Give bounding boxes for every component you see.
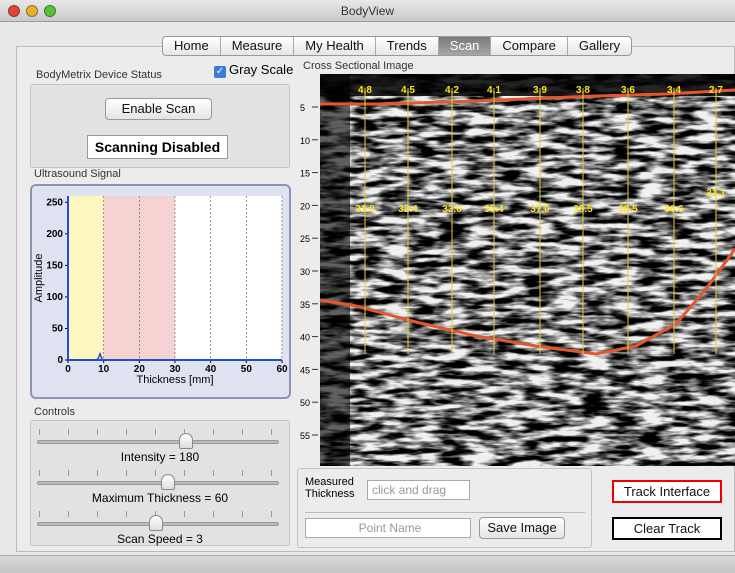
slider-thumb[interactable] bbox=[149, 515, 163, 531]
depth-label: 32.4 bbox=[398, 204, 418, 215]
top-thickness-label: 4.1 bbox=[487, 85, 501, 96]
slider-ticks bbox=[39, 470, 279, 476]
depth-tick-label: 15 bbox=[300, 169, 310, 179]
track-interface-button[interactable]: Track Interface bbox=[612, 480, 722, 503]
top-thickness-label: 4.2 bbox=[445, 85, 459, 96]
ultrasound-shadow bbox=[320, 74, 350, 466]
depth-label: 31.0 bbox=[355, 204, 375, 215]
y-axis-label: Amplitude bbox=[33, 254, 45, 303]
tab[interactable]: Compare bbox=[491, 37, 567, 55]
cross-section: 5 10 15 20 25 30 35 40 45 50 55 4.8 4.5 4.2 4.1 3.9 3.8 3… bbox=[296, 74, 735, 466]
x-axis-label: Thickness [mm] bbox=[136, 374, 213, 386]
gray-scale-checkbox[interactable]: ✓Gray Scale bbox=[214, 62, 293, 78]
tab[interactable]: Scan bbox=[439, 37, 492, 55]
depth-tick-label: 50 bbox=[300, 398, 310, 408]
gray-scale-label: Gray Scale bbox=[229, 62, 293, 77]
tab[interactable]: Gallery bbox=[568, 37, 631, 55]
thickness-input[interactable]: click and drag bbox=[367, 480, 470, 500]
slider-label: Maximum Thickness = 60 bbox=[31, 491, 289, 505]
slider-thumb[interactable] bbox=[179, 433, 193, 449]
slider-label: Scan Speed = 3 bbox=[31, 532, 289, 546]
checkmark: ✓ bbox=[214, 66, 226, 78]
enable-scan-button[interactable]: Enable Scan bbox=[105, 98, 212, 120]
y-tick-label: 250 bbox=[46, 197, 63, 208]
depth-label: 35.4 bbox=[484, 204, 504, 215]
x-tick-label: 10 bbox=[98, 364, 110, 375]
top-thickness-label: 4.5 bbox=[401, 85, 415, 96]
controls-panel: Intensity = 180 Maximum Thickness = 60 Sca… bbox=[30, 420, 290, 546]
top-thickness-label: 4.8 bbox=[358, 85, 372, 96]
tab[interactable]: Trends bbox=[376, 37, 439, 55]
save-image-button[interactable]: Save Image bbox=[479, 517, 565, 539]
title-bar: BodyView bbox=[0, 0, 735, 22]
y-tick-label: 50 bbox=[52, 323, 64, 334]
x-tick-label: 50 bbox=[241, 364, 253, 375]
signal-label: Ultrasound Signal bbox=[34, 168, 121, 180]
ultrasound-speckle bbox=[320, 74, 735, 466]
window-title: BodyView bbox=[341, 4, 394, 18]
depth-tick-label: 20 bbox=[300, 201, 310, 211]
depth-tick-label: 25 bbox=[300, 234, 310, 244]
slider-track bbox=[37, 440, 279, 444]
point-name-input[interactable]: Point Name bbox=[305, 518, 471, 538]
region bbox=[68, 196, 104, 360]
slider-track bbox=[37, 481, 279, 485]
minimize-button[interactable] bbox=[26, 5, 38, 17]
tab[interactable]: Measure bbox=[221, 37, 295, 55]
depth-label: 36.6 bbox=[664, 204, 684, 215]
top-thickness-label: 3.8 bbox=[576, 85, 590, 96]
measured-thickness-label: Measured Thickness bbox=[305, 476, 363, 500]
separator bbox=[305, 512, 585, 513]
depth-tick-label: 45 bbox=[300, 365, 310, 375]
y-tick-label: 100 bbox=[46, 292, 63, 303]
depth-tick-label: 5 bbox=[300, 103, 305, 113]
y-tick-label: 200 bbox=[46, 229, 63, 240]
app-window: BodyView HomeMeasureMy HealthTrendsScanC… bbox=[0, 0, 735, 573]
top-thickness-label: 3.6 bbox=[621, 85, 635, 96]
cross-section-label: Cross Sectional Image bbox=[303, 60, 414, 72]
y-tick-label: 0 bbox=[57, 355, 63, 366]
slider-thumb[interactable] bbox=[161, 474, 175, 490]
depth-label: 33.6 bbox=[442, 204, 462, 215]
x-tick-label: 60 bbox=[276, 364, 288, 375]
device-status-label: BodyMetrix Device Status bbox=[36, 69, 162, 81]
x-tick-label: 0 bbox=[65, 364, 71, 375]
depth-tick-label: 30 bbox=[300, 267, 310, 277]
depth-label: 38.5 bbox=[573, 204, 593, 215]
depth-tick-label: 40 bbox=[300, 333, 310, 343]
top-thickness-label: 2.7 bbox=[709, 85, 723, 96]
depth-label: 38.5 bbox=[618, 204, 638, 215]
depth-tick-label: 10 bbox=[300, 136, 310, 146]
scan-status: Scanning Disabled bbox=[87, 135, 228, 159]
slider-label: Intensity = 180 bbox=[31, 450, 289, 464]
close-button[interactable] bbox=[8, 5, 20, 17]
y-tick-label: 150 bbox=[46, 260, 63, 271]
tab[interactable]: Home bbox=[163, 37, 221, 55]
slider-ticks bbox=[39, 429, 279, 435]
depth-tick-label: 55 bbox=[300, 431, 310, 441]
top-thickness-label: 3.9 bbox=[533, 85, 547, 96]
depth-label: 31.1 bbox=[706, 188, 726, 199]
clear-track-button[interactable]: Clear Track bbox=[612, 517, 722, 540]
depth-tick-label: 35 bbox=[300, 300, 310, 310]
status-bar bbox=[0, 555, 735, 573]
zoom-button[interactable] bbox=[44, 5, 56, 17]
tab[interactable]: My Health bbox=[294, 37, 376, 55]
depth-label: 37.0 bbox=[530, 204, 550, 215]
top-thickness-label: 3.4 bbox=[667, 85, 681, 96]
controls-label: Controls bbox=[34, 406, 75, 418]
